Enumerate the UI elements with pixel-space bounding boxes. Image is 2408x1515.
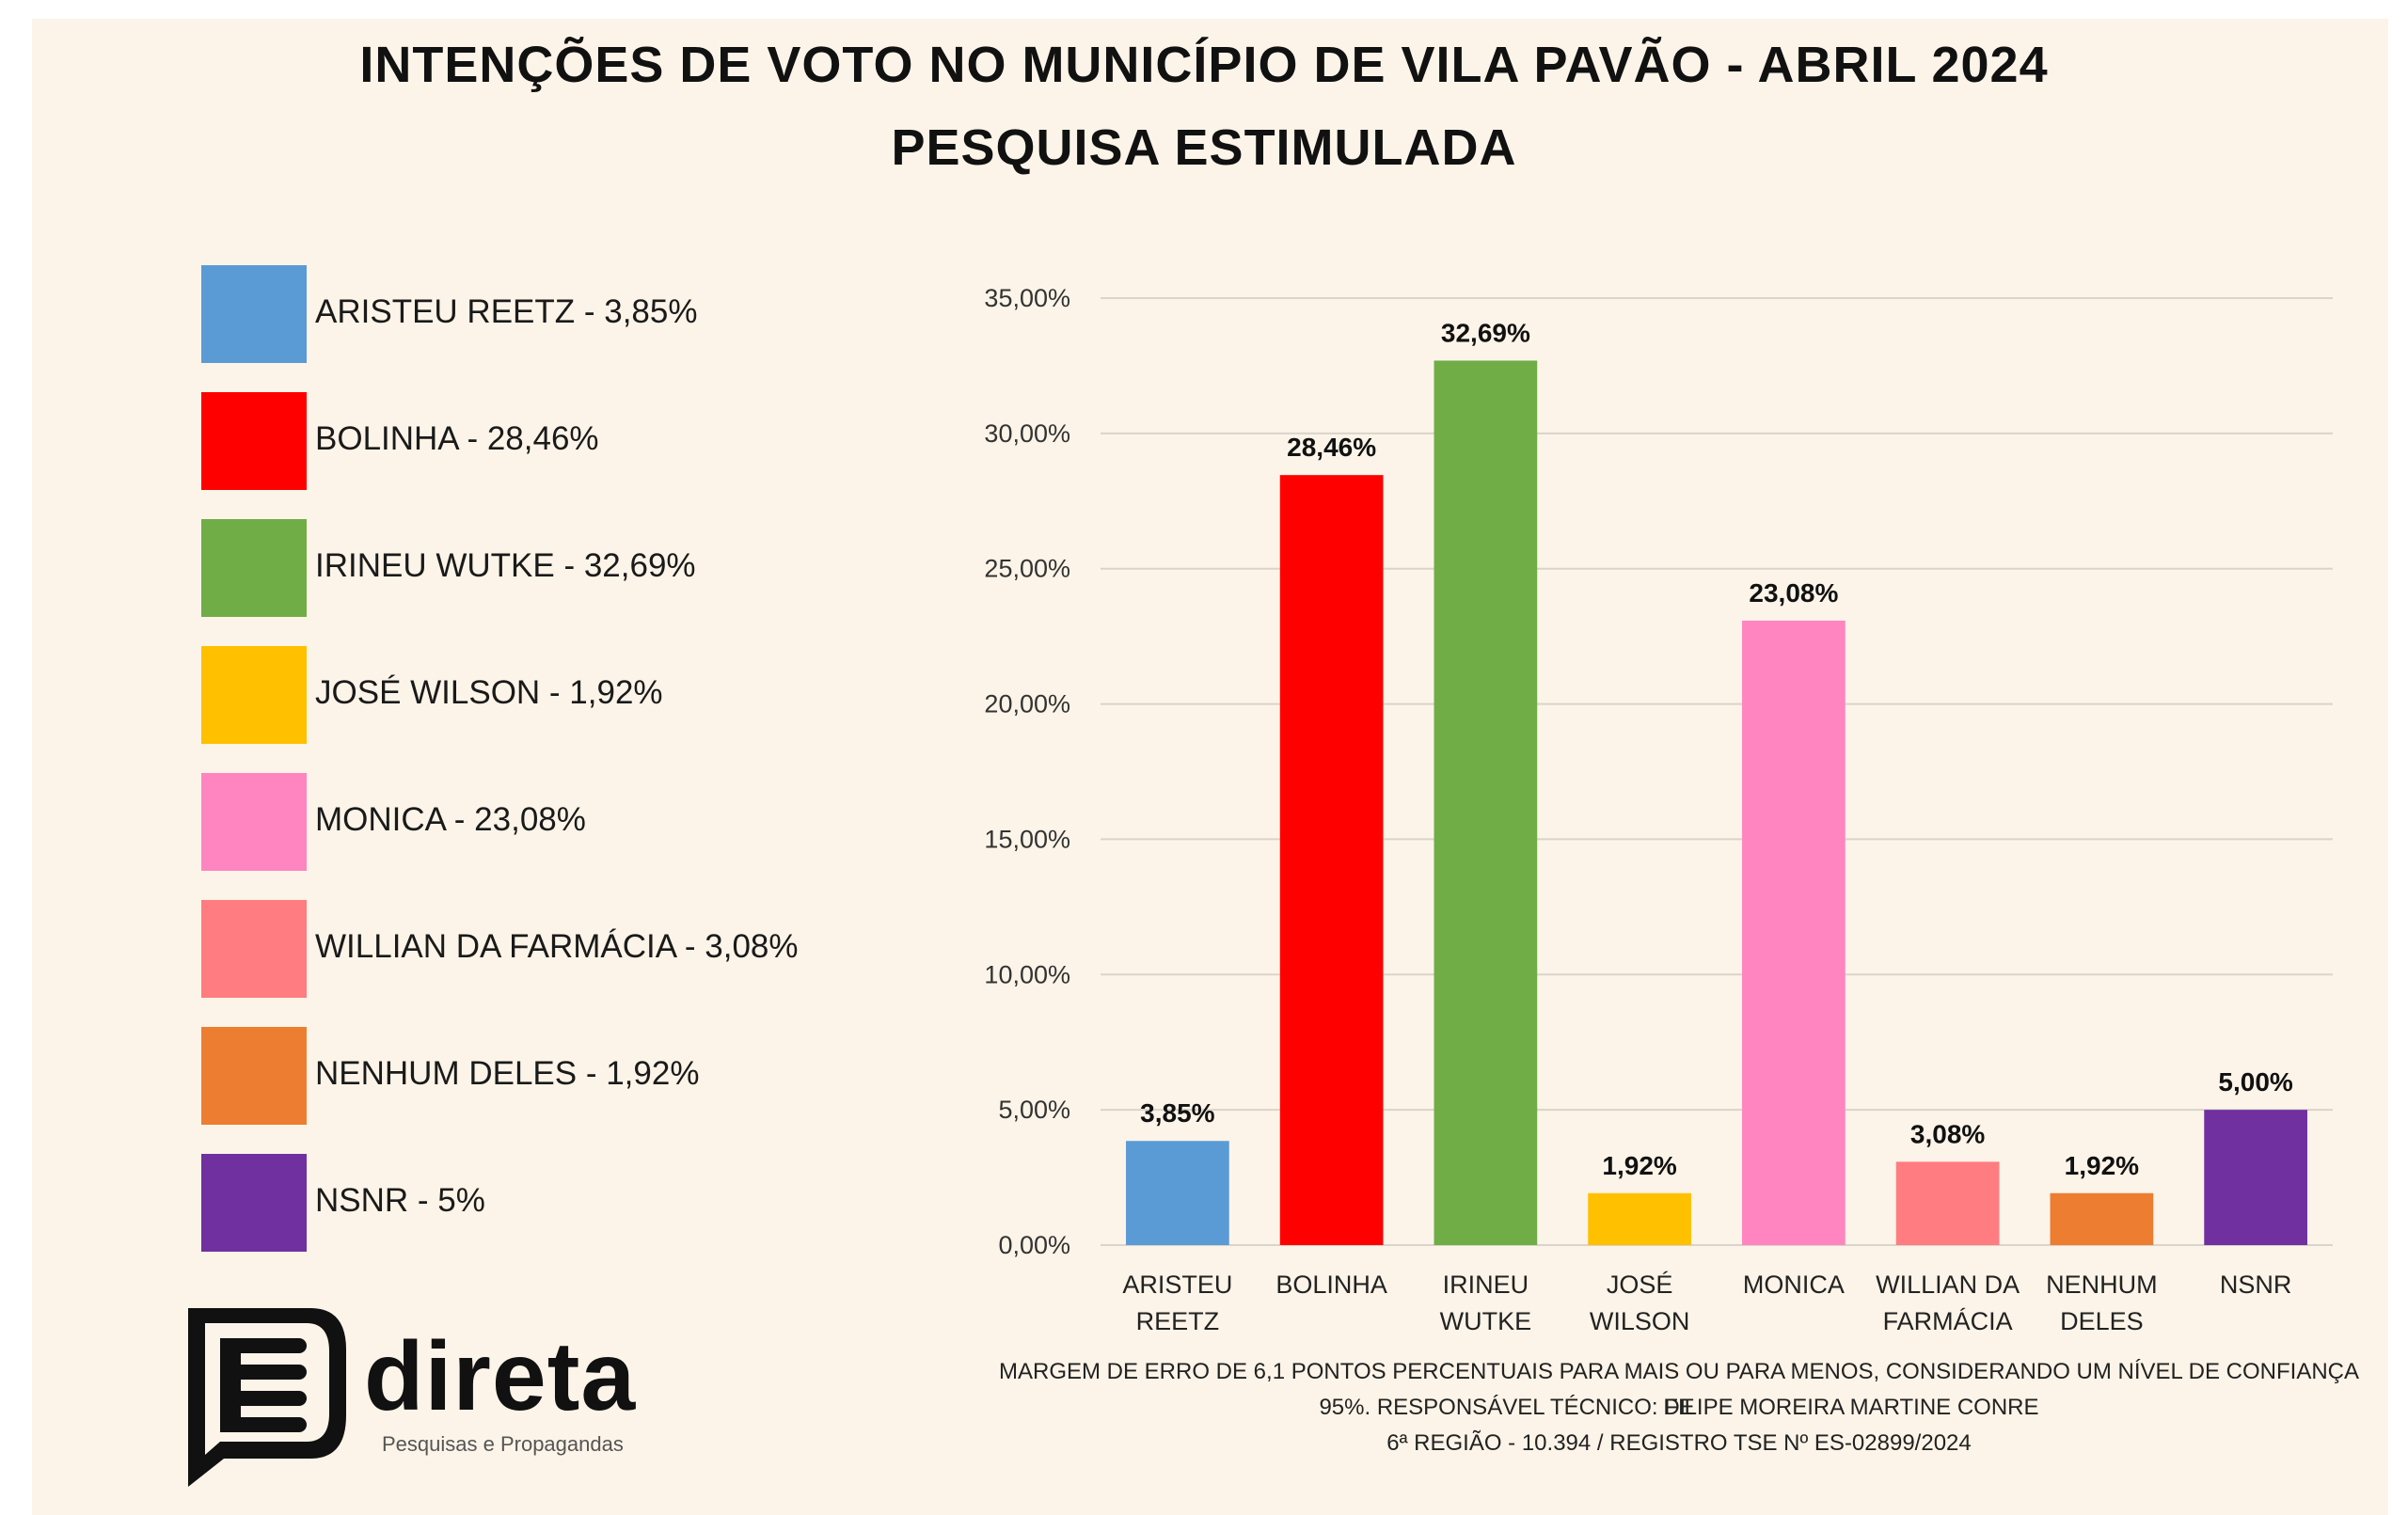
legend-swatch xyxy=(201,900,307,998)
chart-title: INTENÇÕES DE VOTO NO MUNICÍPIO DE VILA P… xyxy=(359,37,2049,93)
y-tick-label: 0,00% xyxy=(998,1231,1070,1259)
data-label: 3,85% xyxy=(1140,1098,1214,1128)
legend-item-aristeu-reetz: ARISTEU REETZ - 3,85% xyxy=(201,265,860,363)
y-tick-label: 25,00% xyxy=(984,555,1070,583)
logo-tagline: Pesquisas e Propagandas xyxy=(382,1432,624,1456)
legend-swatch xyxy=(201,646,307,744)
footnote-line: 6ª REGIÃO - 10.394 / REGISTRO TSE Nº ES-… xyxy=(1386,1430,1972,1456)
legend-item-jose-wilson: JOSÉ WILSON - 1,92% xyxy=(201,646,860,744)
bar xyxy=(1742,620,1846,1245)
legend-swatch xyxy=(201,392,307,490)
legend-item-willian-da-farmacia: WILLIAN DA FARMÁCIA - 3,08% xyxy=(201,900,860,998)
legend-swatch xyxy=(201,265,307,363)
legend-label: NENHUM DELES - 1,92% xyxy=(315,1055,700,1092)
legend-swatch xyxy=(201,773,307,871)
bar xyxy=(1126,1141,1229,1245)
legend-swatch xyxy=(201,519,307,617)
x-tick-label: ARISTEU xyxy=(1122,1270,1232,1299)
x-tick-label: NENHUM xyxy=(2046,1270,2158,1299)
legend-item-irineu-wutke: IRINEU WUTKE - 32,69% xyxy=(201,519,860,617)
bar xyxy=(1279,475,1384,1245)
legend-label: ARISTEU REETZ - 3,85% xyxy=(315,293,698,330)
legend-label: JOSÉ WILSON - 1,92% xyxy=(315,674,663,711)
legend-item-nenhum-deles: NENHUM DELES - 1,92% xyxy=(201,1027,860,1125)
chart-subtitle: PESQUISA ESTIMULADA xyxy=(891,119,1517,176)
data-label: 3,08% xyxy=(1910,1119,1985,1148)
legend-label: MONICA - 23,08% xyxy=(315,801,586,838)
bar xyxy=(1434,360,1538,1245)
data-label: 5,00% xyxy=(2218,1067,2292,1097)
data-label: 1,92% xyxy=(1602,1151,1676,1180)
x-tick-label: MONICA xyxy=(1743,1270,1845,1299)
legend-label: IRINEU WUTKE - 32,69% xyxy=(315,547,696,584)
chart-panel xyxy=(32,19,2388,1515)
x-tick-label: NSNR xyxy=(2220,1270,2292,1299)
data-label: 28,46% xyxy=(1287,433,1376,462)
logo-mark-icon xyxy=(188,1308,346,1487)
data-label: 1,92% xyxy=(2065,1151,2139,1180)
legend-label: BOLINHA - 28,46% xyxy=(315,420,599,457)
x-tick-label: DELES xyxy=(2060,1307,2144,1335)
x-tick-label: JOSÉ xyxy=(1607,1270,1673,1299)
y-tick-label: 10,00% xyxy=(984,960,1070,988)
legend-item-bolinha: BOLINHA - 28,46% xyxy=(201,392,860,490)
legend-swatch xyxy=(201,1154,307,1252)
data-label: 32,69% xyxy=(1441,318,1530,347)
footnote-line: 95%. RESPONSÁVEL TÉCNICO: FILIPE MOREIRA… xyxy=(1319,1395,2039,1420)
x-tick-label: REETZ xyxy=(1136,1307,1220,1335)
x-tick-label: FARMÁCIA xyxy=(1883,1307,2013,1335)
x-tick-label: BOLINHA xyxy=(1275,1270,1387,1299)
bar xyxy=(2204,1110,2307,1245)
x-tick-label: WILSON xyxy=(1590,1307,1690,1335)
footnote-line: MARGEM DE ERRO DE 6,1 PONTOS PERCENTUAIS… xyxy=(998,1359,2360,1420)
legend-label: WILLIAN DA FARMÁCIA - 3,08% xyxy=(315,928,799,965)
y-tick-label: 30,00% xyxy=(984,419,1070,448)
x-tick-label: WUTKE xyxy=(1440,1307,1532,1335)
bar xyxy=(2050,1192,2154,1245)
data-label: 23,08% xyxy=(1749,578,1838,608)
y-tick-label: 15,00% xyxy=(984,825,1070,853)
legend-item-monica: MONICA - 23,08% xyxy=(201,773,860,871)
legend-label: NSNR - 5% xyxy=(315,1182,485,1219)
y-tick-label: 20,00% xyxy=(984,690,1070,718)
legend-item-nsnr: NSNR - 5% xyxy=(201,1154,860,1252)
direta-logo: direta Pesquisas e Propagandas xyxy=(179,1302,705,1491)
logo-wordmark: direta xyxy=(364,1322,637,1431)
bar xyxy=(1895,1161,2000,1245)
x-tick-label: IRINEU xyxy=(1443,1270,1529,1299)
y-tick-label: 5,00% xyxy=(998,1096,1070,1124)
y-tick-label: 35,00% xyxy=(984,284,1070,312)
legend-swatch xyxy=(201,1027,307,1125)
bar xyxy=(1588,1192,1691,1245)
x-tick-label: WILLIAN DA xyxy=(1876,1270,2020,1299)
